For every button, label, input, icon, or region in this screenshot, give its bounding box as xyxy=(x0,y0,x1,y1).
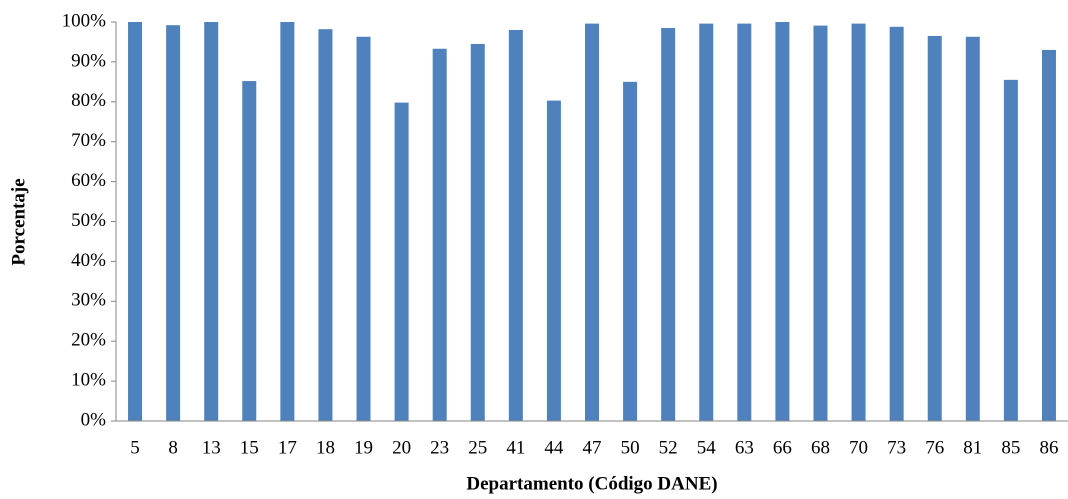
y-tick-label: 70% xyxy=(71,130,106,151)
x-tick-label: 17 xyxy=(278,437,297,458)
x-axis-title: Departamento (Código DANE) xyxy=(466,473,717,494)
x-tick-label: 86 xyxy=(1039,437,1058,458)
bar xyxy=(889,26,904,422)
y-tick-label: 20% xyxy=(71,330,106,351)
y-tick-label: 90% xyxy=(71,50,106,71)
x-tick-label: 25 xyxy=(468,437,487,458)
bar xyxy=(699,23,714,421)
bar xyxy=(623,81,638,421)
bar xyxy=(737,23,752,421)
bar xyxy=(585,23,599,421)
x-tick-label: 66 xyxy=(773,437,792,458)
x-tick-label: 54 xyxy=(697,437,717,458)
bar xyxy=(1041,49,1056,422)
x-tick-label: 47 xyxy=(583,437,602,458)
x-tick-label: 50 xyxy=(621,437,640,458)
bar xyxy=(965,36,980,421)
bar xyxy=(470,43,485,421)
x-tick-label: 23 xyxy=(430,437,449,458)
x-tick-label: 15 xyxy=(240,437,259,458)
bar xyxy=(318,29,333,421)
y-tick-label: 10% xyxy=(71,369,106,390)
x-tick-label: 20 xyxy=(392,437,411,458)
x-tick-label: 19 xyxy=(354,437,373,458)
bar xyxy=(813,25,828,421)
bar xyxy=(242,81,257,421)
x-tick-label: 13 xyxy=(202,437,221,458)
y-tick-label: 60% xyxy=(71,170,106,191)
bar xyxy=(280,22,295,421)
y-tick-label: 100% xyxy=(62,10,107,31)
x-tick-label: 73 xyxy=(887,437,906,458)
y-axis-title: Porcentaje xyxy=(8,178,29,265)
x-tick-label: 76 xyxy=(925,437,944,458)
bar xyxy=(927,35,942,422)
x-tick-label: 18 xyxy=(316,437,335,458)
bar xyxy=(204,22,219,421)
bar xyxy=(508,29,523,421)
x-tick-label: 52 xyxy=(659,437,678,458)
bar xyxy=(1003,79,1018,421)
y-tick-label: 0% xyxy=(81,409,107,430)
x-tick-label: 68 xyxy=(811,437,830,458)
bar xyxy=(394,102,409,422)
x-tick-label: 5 xyxy=(130,437,140,458)
y-tick-label: 30% xyxy=(71,290,106,311)
bar xyxy=(356,36,371,421)
bar xyxy=(432,48,447,421)
bar xyxy=(128,22,143,421)
x-tick-label: 85 xyxy=(1001,437,1020,458)
bar xyxy=(775,22,790,421)
bar xyxy=(546,100,561,421)
x-tick-label: 81 xyxy=(963,437,982,458)
x-tick-label: 63 xyxy=(735,437,754,458)
x-tick-label: 44 xyxy=(544,437,564,458)
y-tick-label: 40% xyxy=(71,250,106,271)
bar xyxy=(851,23,866,421)
y-tick-label: 50% xyxy=(71,210,106,231)
x-tick-label: 70 xyxy=(849,437,868,458)
bar xyxy=(166,25,181,422)
x-tick-label: 41 xyxy=(506,437,525,458)
y-tick-label: 80% xyxy=(71,90,106,111)
bar xyxy=(661,27,676,422)
x-tick-label: 8 xyxy=(168,437,178,458)
